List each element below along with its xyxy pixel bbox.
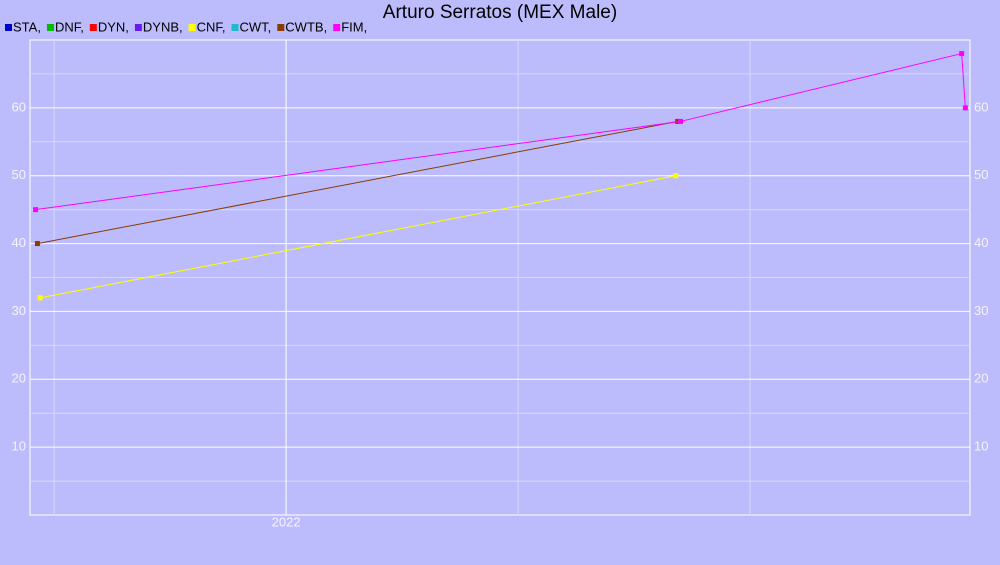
- y-tick-label: 30: [12, 303, 26, 318]
- legend-swatch: [231, 24, 239, 31]
- y-tick-label: 50: [12, 167, 26, 182]
- legend-swatch: [277, 24, 285, 31]
- series-line: [35, 52, 966, 211]
- chart-title: Arturo Serratos (MEX Male): [383, 2, 617, 23]
- legend-swatch: [46, 24, 54, 31]
- x-tick-label: 2022: [272, 514, 301, 529]
- y-tick-label: 60: [12, 99, 26, 114]
- legend-swatch: [5, 24, 12, 31]
- y2-tick-label: 20: [974, 371, 988, 386]
- legend-label: FIM,: [341, 19, 367, 34]
- data-point: [959, 51, 965, 57]
- series-line: [37, 120, 678, 245]
- legend-label: CWT,: [240, 19, 272, 34]
- data-point: [33, 207, 39, 213]
- data-point: [962, 105, 968, 111]
- legend-label: DYNB,: [143, 19, 183, 34]
- y-tick-label: 40: [12, 235, 26, 250]
- data-point: [37, 295, 43, 301]
- legend-label: DNF,: [55, 19, 84, 34]
- legend-label: STA,: [13, 19, 41, 34]
- y-tick-label: 20: [12, 371, 26, 386]
- y2-tick-label: 30: [974, 303, 988, 318]
- y2-tick-label: 60: [974, 99, 988, 114]
- legend-label: CWTB,: [285, 19, 327, 34]
- data-point: [677, 118, 683, 124]
- legend-swatch: [333, 24, 341, 31]
- y2-tick-label: 40: [974, 235, 988, 250]
- legend-label: DYN,: [98, 19, 129, 34]
- legend-swatch: [188, 24, 196, 31]
- legend-label: CNF,: [197, 19, 226, 34]
- legend-swatch: [134, 24, 142, 31]
- y-tick-label: 10: [12, 439, 26, 454]
- legend-swatch: [89, 24, 97, 31]
- data-point: [34, 241, 40, 247]
- y2-tick-label: 50: [974, 167, 988, 182]
- data-point: [673, 173, 679, 179]
- series-line: [40, 175, 676, 299]
- y2-tick-label: 10: [974, 439, 988, 454]
